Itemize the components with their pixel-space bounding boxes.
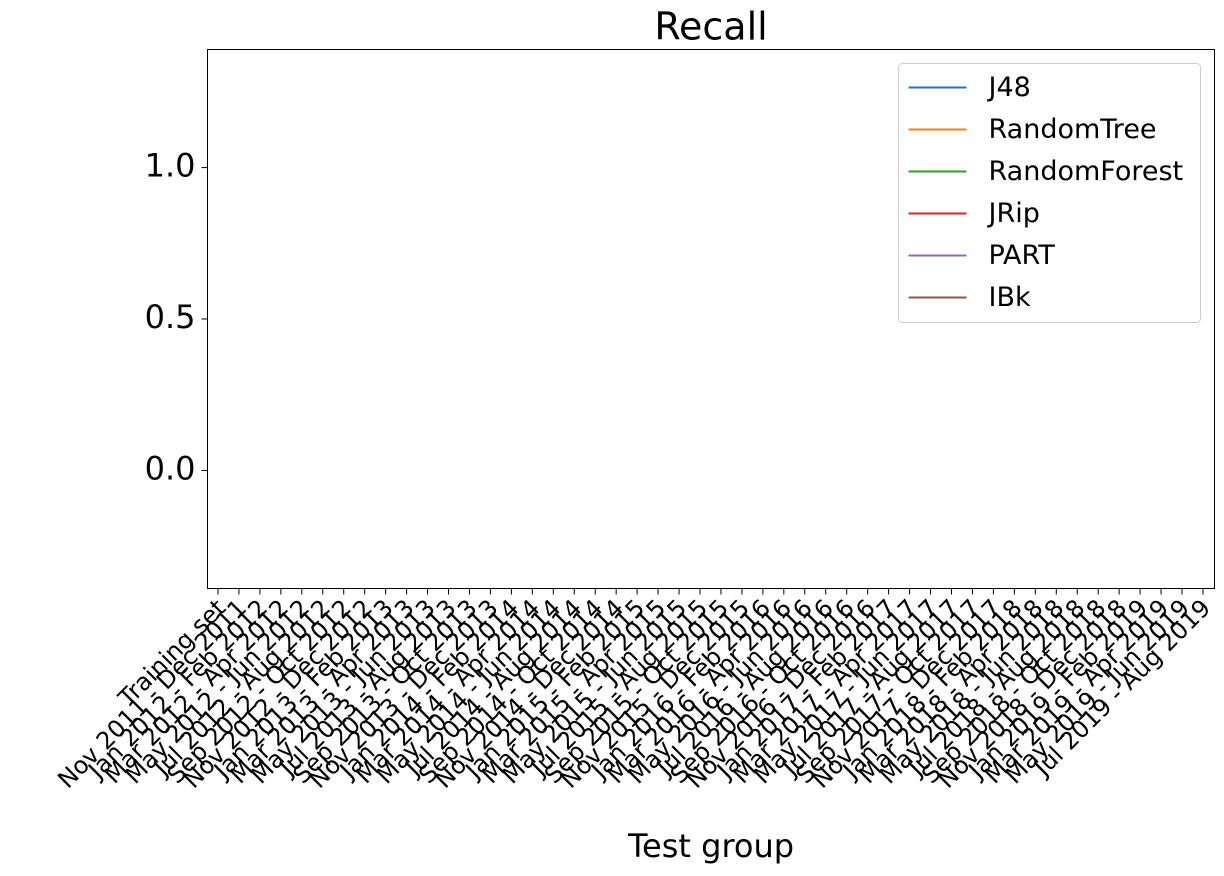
legend-label: J48 (987, 72, 1031, 103)
y-tick-label: 0.0 (145, 449, 196, 487)
legend-label: PART (989, 240, 1056, 271)
legend-box (898, 63, 1201, 323)
legend-label: JRip (987, 198, 1040, 229)
legend-label: RandomTree (989, 114, 1157, 145)
legend-label: RandomForest (989, 156, 1184, 187)
y-tick-label: 1.0 (145, 147, 196, 185)
y-tick-label: 0.5 (145, 298, 196, 336)
chart-title: Recall (654, 5, 767, 49)
x-axis-label: Test group (627, 827, 794, 865)
legend-label: IBk (989, 282, 1031, 313)
